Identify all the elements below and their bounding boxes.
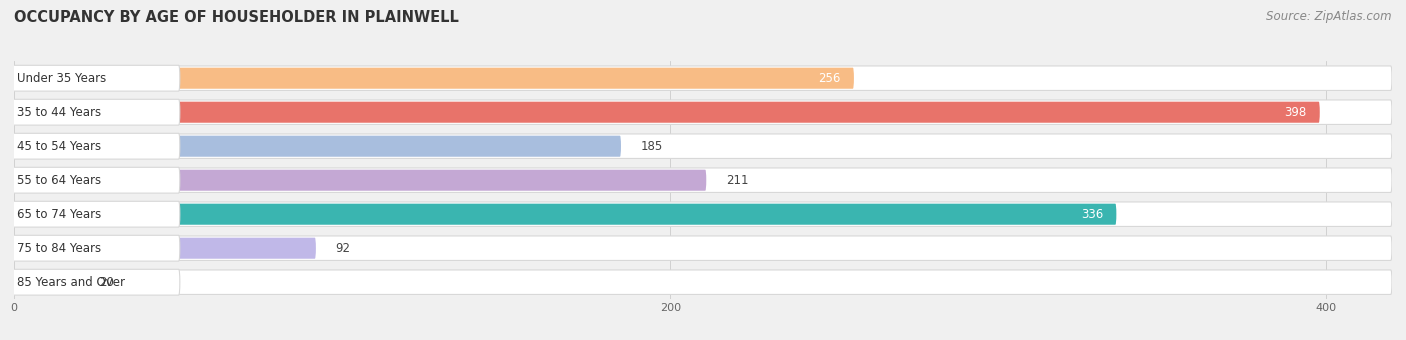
Text: 20: 20 (100, 276, 114, 289)
Text: OCCUPANCY BY AGE OF HOUSEHOLDER IN PLAINWELL: OCCUPANCY BY AGE OF HOUSEHOLDER IN PLAIN… (14, 10, 458, 25)
Text: 85 Years and Over: 85 Years and Over (17, 276, 125, 289)
Text: 336: 336 (1081, 208, 1104, 221)
Text: 256: 256 (818, 72, 841, 85)
FancyBboxPatch shape (7, 168, 1392, 192)
Circle shape (4, 137, 6, 155)
FancyBboxPatch shape (7, 167, 180, 193)
FancyBboxPatch shape (7, 201, 180, 227)
FancyBboxPatch shape (7, 235, 180, 261)
FancyBboxPatch shape (7, 65, 180, 91)
Text: 398: 398 (1285, 106, 1306, 119)
Text: 92: 92 (336, 242, 350, 255)
FancyBboxPatch shape (14, 170, 706, 191)
FancyBboxPatch shape (14, 68, 853, 89)
FancyBboxPatch shape (14, 102, 1320, 123)
Text: 211: 211 (725, 174, 748, 187)
Circle shape (4, 273, 6, 291)
FancyBboxPatch shape (7, 134, 1392, 158)
Circle shape (4, 171, 6, 189)
Text: 45 to 54 Years: 45 to 54 Years (17, 140, 101, 153)
Text: Under 35 Years: Under 35 Years (17, 72, 105, 85)
FancyBboxPatch shape (14, 204, 1116, 225)
Text: 185: 185 (641, 140, 662, 153)
Text: 55 to 64 Years: 55 to 64 Years (17, 174, 101, 187)
FancyBboxPatch shape (7, 269, 180, 295)
FancyBboxPatch shape (7, 270, 1392, 294)
FancyBboxPatch shape (7, 236, 1392, 260)
FancyBboxPatch shape (7, 99, 180, 125)
FancyBboxPatch shape (7, 66, 1392, 90)
Circle shape (4, 239, 6, 257)
Text: Source: ZipAtlas.com: Source: ZipAtlas.com (1267, 10, 1392, 23)
Circle shape (4, 205, 6, 223)
FancyBboxPatch shape (7, 133, 180, 159)
Text: 65 to 74 Years: 65 to 74 Years (17, 208, 101, 221)
Text: 35 to 44 Years: 35 to 44 Years (17, 106, 101, 119)
FancyBboxPatch shape (7, 100, 1392, 124)
FancyBboxPatch shape (7, 202, 1392, 226)
Text: 75 to 84 Years: 75 to 84 Years (17, 242, 101, 255)
FancyBboxPatch shape (14, 272, 80, 293)
FancyBboxPatch shape (14, 238, 316, 259)
Circle shape (4, 69, 6, 87)
Circle shape (4, 103, 6, 121)
FancyBboxPatch shape (14, 136, 621, 157)
